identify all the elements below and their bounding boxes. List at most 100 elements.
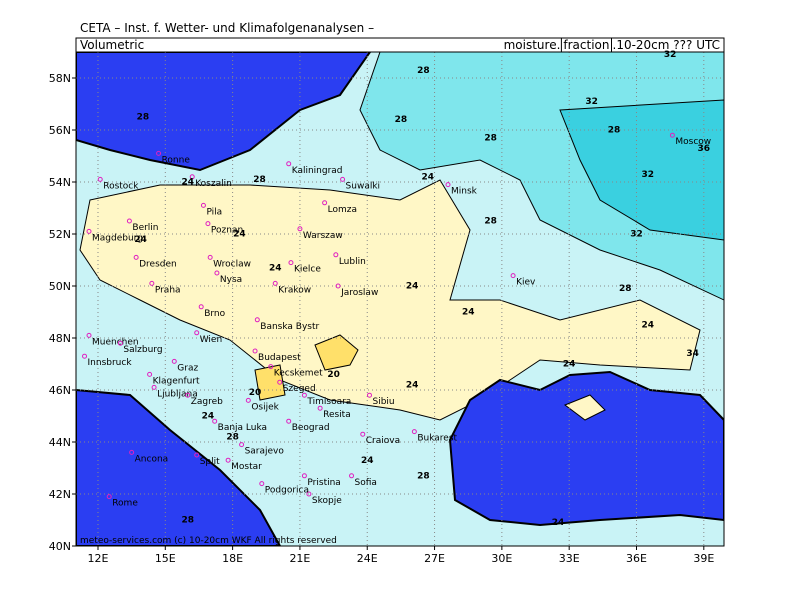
city-marker [82, 353, 88, 359]
y-tick-label: 58N [49, 72, 71, 85]
city-label: Minsk [451, 187, 478, 197]
contour-label: 32 [664, 50, 677, 60]
city-marker [126, 218, 132, 224]
city-label: Osijek [251, 402, 279, 412]
city-label: Praha [155, 285, 181, 295]
city-label: Podgorica [265, 486, 309, 496]
y-tick-label: 50N [49, 280, 71, 293]
y-tick-label: 48N [49, 332, 71, 345]
y-tick-label: 40N [49, 540, 71, 553]
city-marker [301, 392, 307, 398]
city-label: Sibiu [372, 397, 394, 407]
city-marker [129, 449, 135, 455]
city-marker [149, 280, 155, 286]
x-tick-label: 18E [222, 552, 243, 565]
city-label: Wien [200, 335, 222, 345]
contour-label: 24 [233, 230, 246, 240]
city-marker [286, 161, 292, 167]
x-tick-label: 24E [357, 552, 378, 565]
adriatic-sea [76, 388, 282, 546]
y-tick-label: 46N [49, 384, 71, 397]
contour-label: 28 [484, 133, 497, 143]
city-label: Pila [206, 207, 222, 217]
city-label: Sarajevo [245, 447, 285, 457]
city-marker [225, 457, 231, 463]
x-tick-label: 39E [693, 552, 714, 565]
y-tick-label: 44N [49, 436, 71, 449]
x-tick-label: 36E [626, 552, 647, 565]
x-tick-label: 12E [88, 552, 109, 565]
black-sea [448, 370, 724, 527]
city-marker [340, 176, 346, 182]
city-marker [185, 392, 191, 398]
city-marker [117, 340, 123, 346]
contour-label: 28 [137, 113, 150, 123]
map-field [76, 52, 724, 546]
city-label: Berlin [132, 223, 158, 233]
city-marker [205, 221, 211, 227]
city-label: Zagreb [191, 397, 223, 407]
city-marker [106, 494, 112, 500]
city-marker [669, 132, 675, 138]
city-label: Bukarest [417, 434, 457, 444]
city-label: Lomza [328, 205, 357, 215]
contour-label: 28 [417, 66, 430, 76]
city-marker [189, 174, 195, 180]
city-marker [306, 491, 312, 497]
city-marker [207, 254, 213, 260]
header-left: Volumetric [80, 38, 144, 52]
city-marker [272, 280, 278, 286]
city-label: Banska Bystr [260, 322, 319, 332]
city-label: Magdeburg [92, 233, 143, 243]
city-label: Nysa [220, 275, 242, 285]
city-label: Kielce [294, 265, 321, 275]
city-marker [86, 228, 92, 234]
city-label: Pristina [307, 478, 340, 488]
map-frame [75, 51, 725, 547]
contour-label: 36 [698, 144, 711, 154]
city-label: Szeged [283, 384, 316, 394]
city-label: Kecskemet [274, 369, 323, 379]
city-marker [333, 252, 339, 258]
y-tick-label: 42N [49, 488, 71, 501]
city-marker [268, 364, 274, 370]
city-label: Suwalki [346, 181, 381, 191]
contour-label: 32 [630, 230, 643, 240]
city-label: Ljubljana [157, 389, 198, 399]
contour-label: 20 [327, 370, 340, 380]
city-label: Jaroslaw [340, 288, 378, 298]
contour-label: 24 [202, 412, 215, 422]
contour-label: 24 [641, 321, 654, 331]
city-label: Kaliningrad [292, 166, 343, 176]
city-label: Craiova [366, 436, 400, 446]
contour-label: 24 [406, 282, 419, 292]
city-label: Resita [323, 410, 351, 420]
header-right-suffix: .10-20cm ??? UTC [613, 38, 721, 52]
city-label: Sofia [355, 478, 377, 488]
x-tick-label: 30E [491, 552, 512, 565]
field-drier [314, 334, 359, 371]
city-label: Graz [177, 363, 198, 373]
contour-label: 32 [641, 170, 654, 180]
contour-label: 28 [226, 432, 239, 442]
contour-label: 28 [619, 284, 632, 294]
city-label: Koszalin [195, 179, 232, 189]
city-marker [349, 473, 355, 479]
contour-label: 28 [181, 516, 194, 526]
city-marker [147, 371, 153, 377]
contour-label: 24 [181, 178, 194, 188]
contour-label: 28 [395, 115, 408, 125]
city-marker [212, 418, 218, 424]
field-wetter [559, 99, 724, 241]
contour-label: 24 [462, 308, 475, 318]
y-tick-label: 52N [49, 228, 71, 241]
city-label: Wroclaw [213, 259, 251, 269]
contour-label: 28 [417, 471, 430, 481]
city-marker [194, 452, 200, 458]
city-label: Kiev [516, 278, 536, 288]
city-marker [297, 226, 303, 232]
city-marker [288, 260, 294, 266]
contour-label: 24 [422, 172, 435, 182]
city-label: Rome [112, 499, 138, 509]
overlay: Minsk Warszaw Lublin Kielce Krakow Jaroslaw Ki… [82, 50, 711, 528]
